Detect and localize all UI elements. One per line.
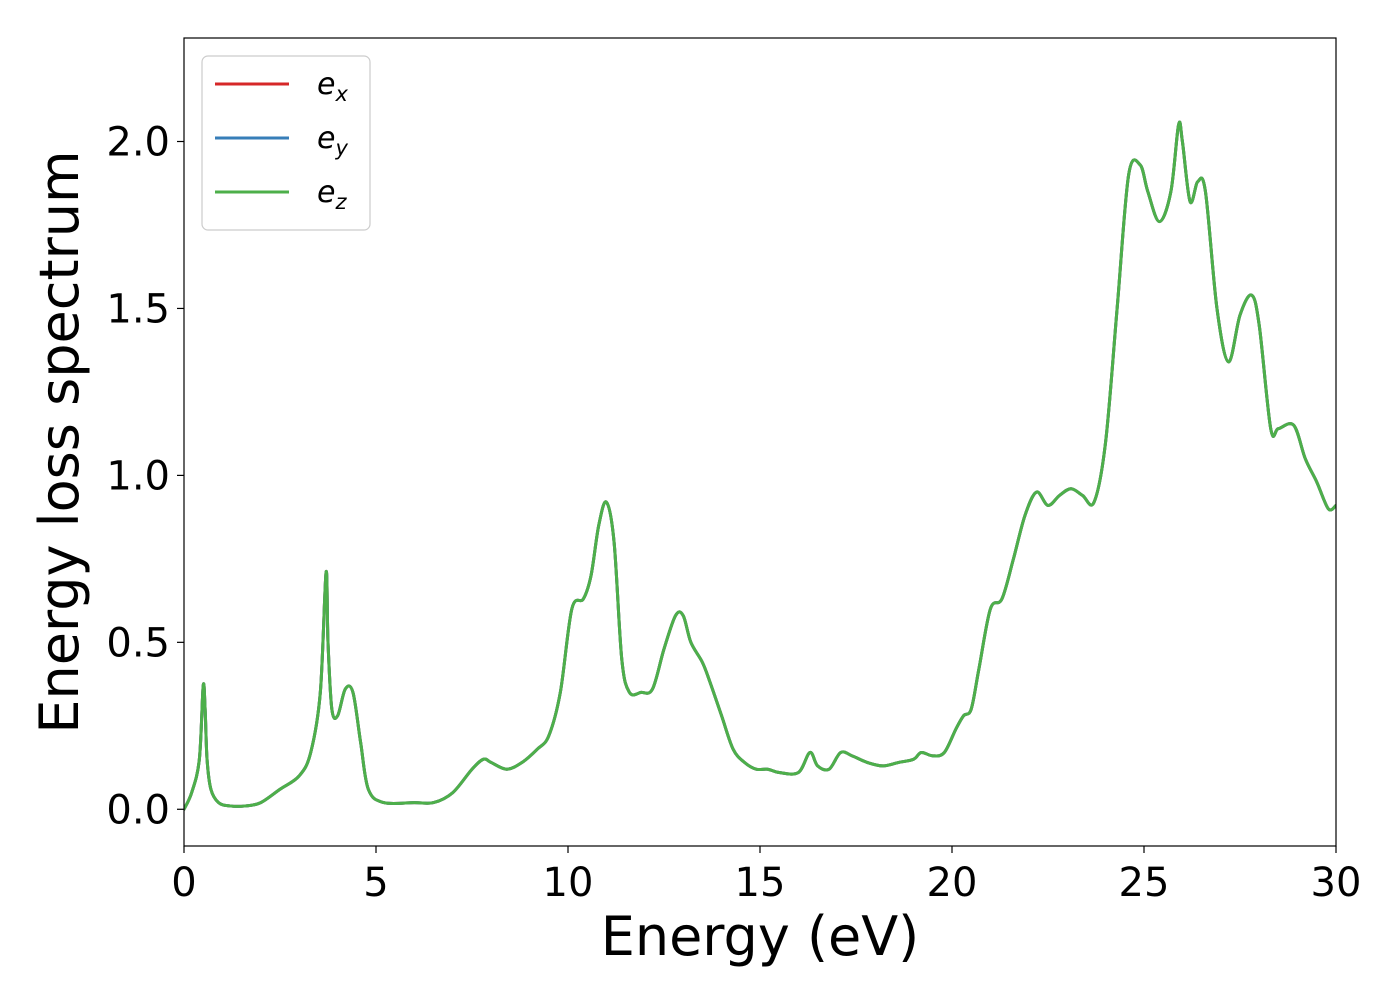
x-tick-label: 30 xyxy=(1311,860,1362,906)
series-layer xyxy=(184,120,1336,811)
y-tick-label: 2.0 xyxy=(106,120,170,166)
x-tick-label: 10 xyxy=(543,860,594,906)
x-axis-ticks: 0 5 10 15 20 25 30 xyxy=(171,846,1361,906)
legend-label-ex: ex xyxy=(317,67,348,106)
x-tick-label: 0 xyxy=(171,860,196,906)
x-tick-label: 5 xyxy=(363,860,388,906)
series-line-e-z xyxy=(184,120,1336,811)
x-tick-label: 25 xyxy=(1119,860,1170,906)
y-axis-ticks: 0.0 0.5 1.0 1.5 2.0 xyxy=(106,120,184,833)
y-axis-label: Energy loss spectrum xyxy=(28,150,91,733)
x-tick-label: 15 xyxy=(735,860,786,906)
legend-label-ey: ey xyxy=(317,121,348,160)
x-tick-label: 20 xyxy=(927,860,978,906)
legend-box xyxy=(201,55,371,231)
legend: ex ey ez xyxy=(201,55,371,231)
y-tick-label: 0.0 xyxy=(106,787,170,833)
y-tick-label: 1.5 xyxy=(106,286,170,332)
x-axis-label: Energy (eV) xyxy=(601,905,920,968)
y-tick-label: 1.0 xyxy=(106,453,170,499)
legend-label-ez: ez xyxy=(317,175,347,214)
y-tick-label: 0.5 xyxy=(106,620,170,666)
